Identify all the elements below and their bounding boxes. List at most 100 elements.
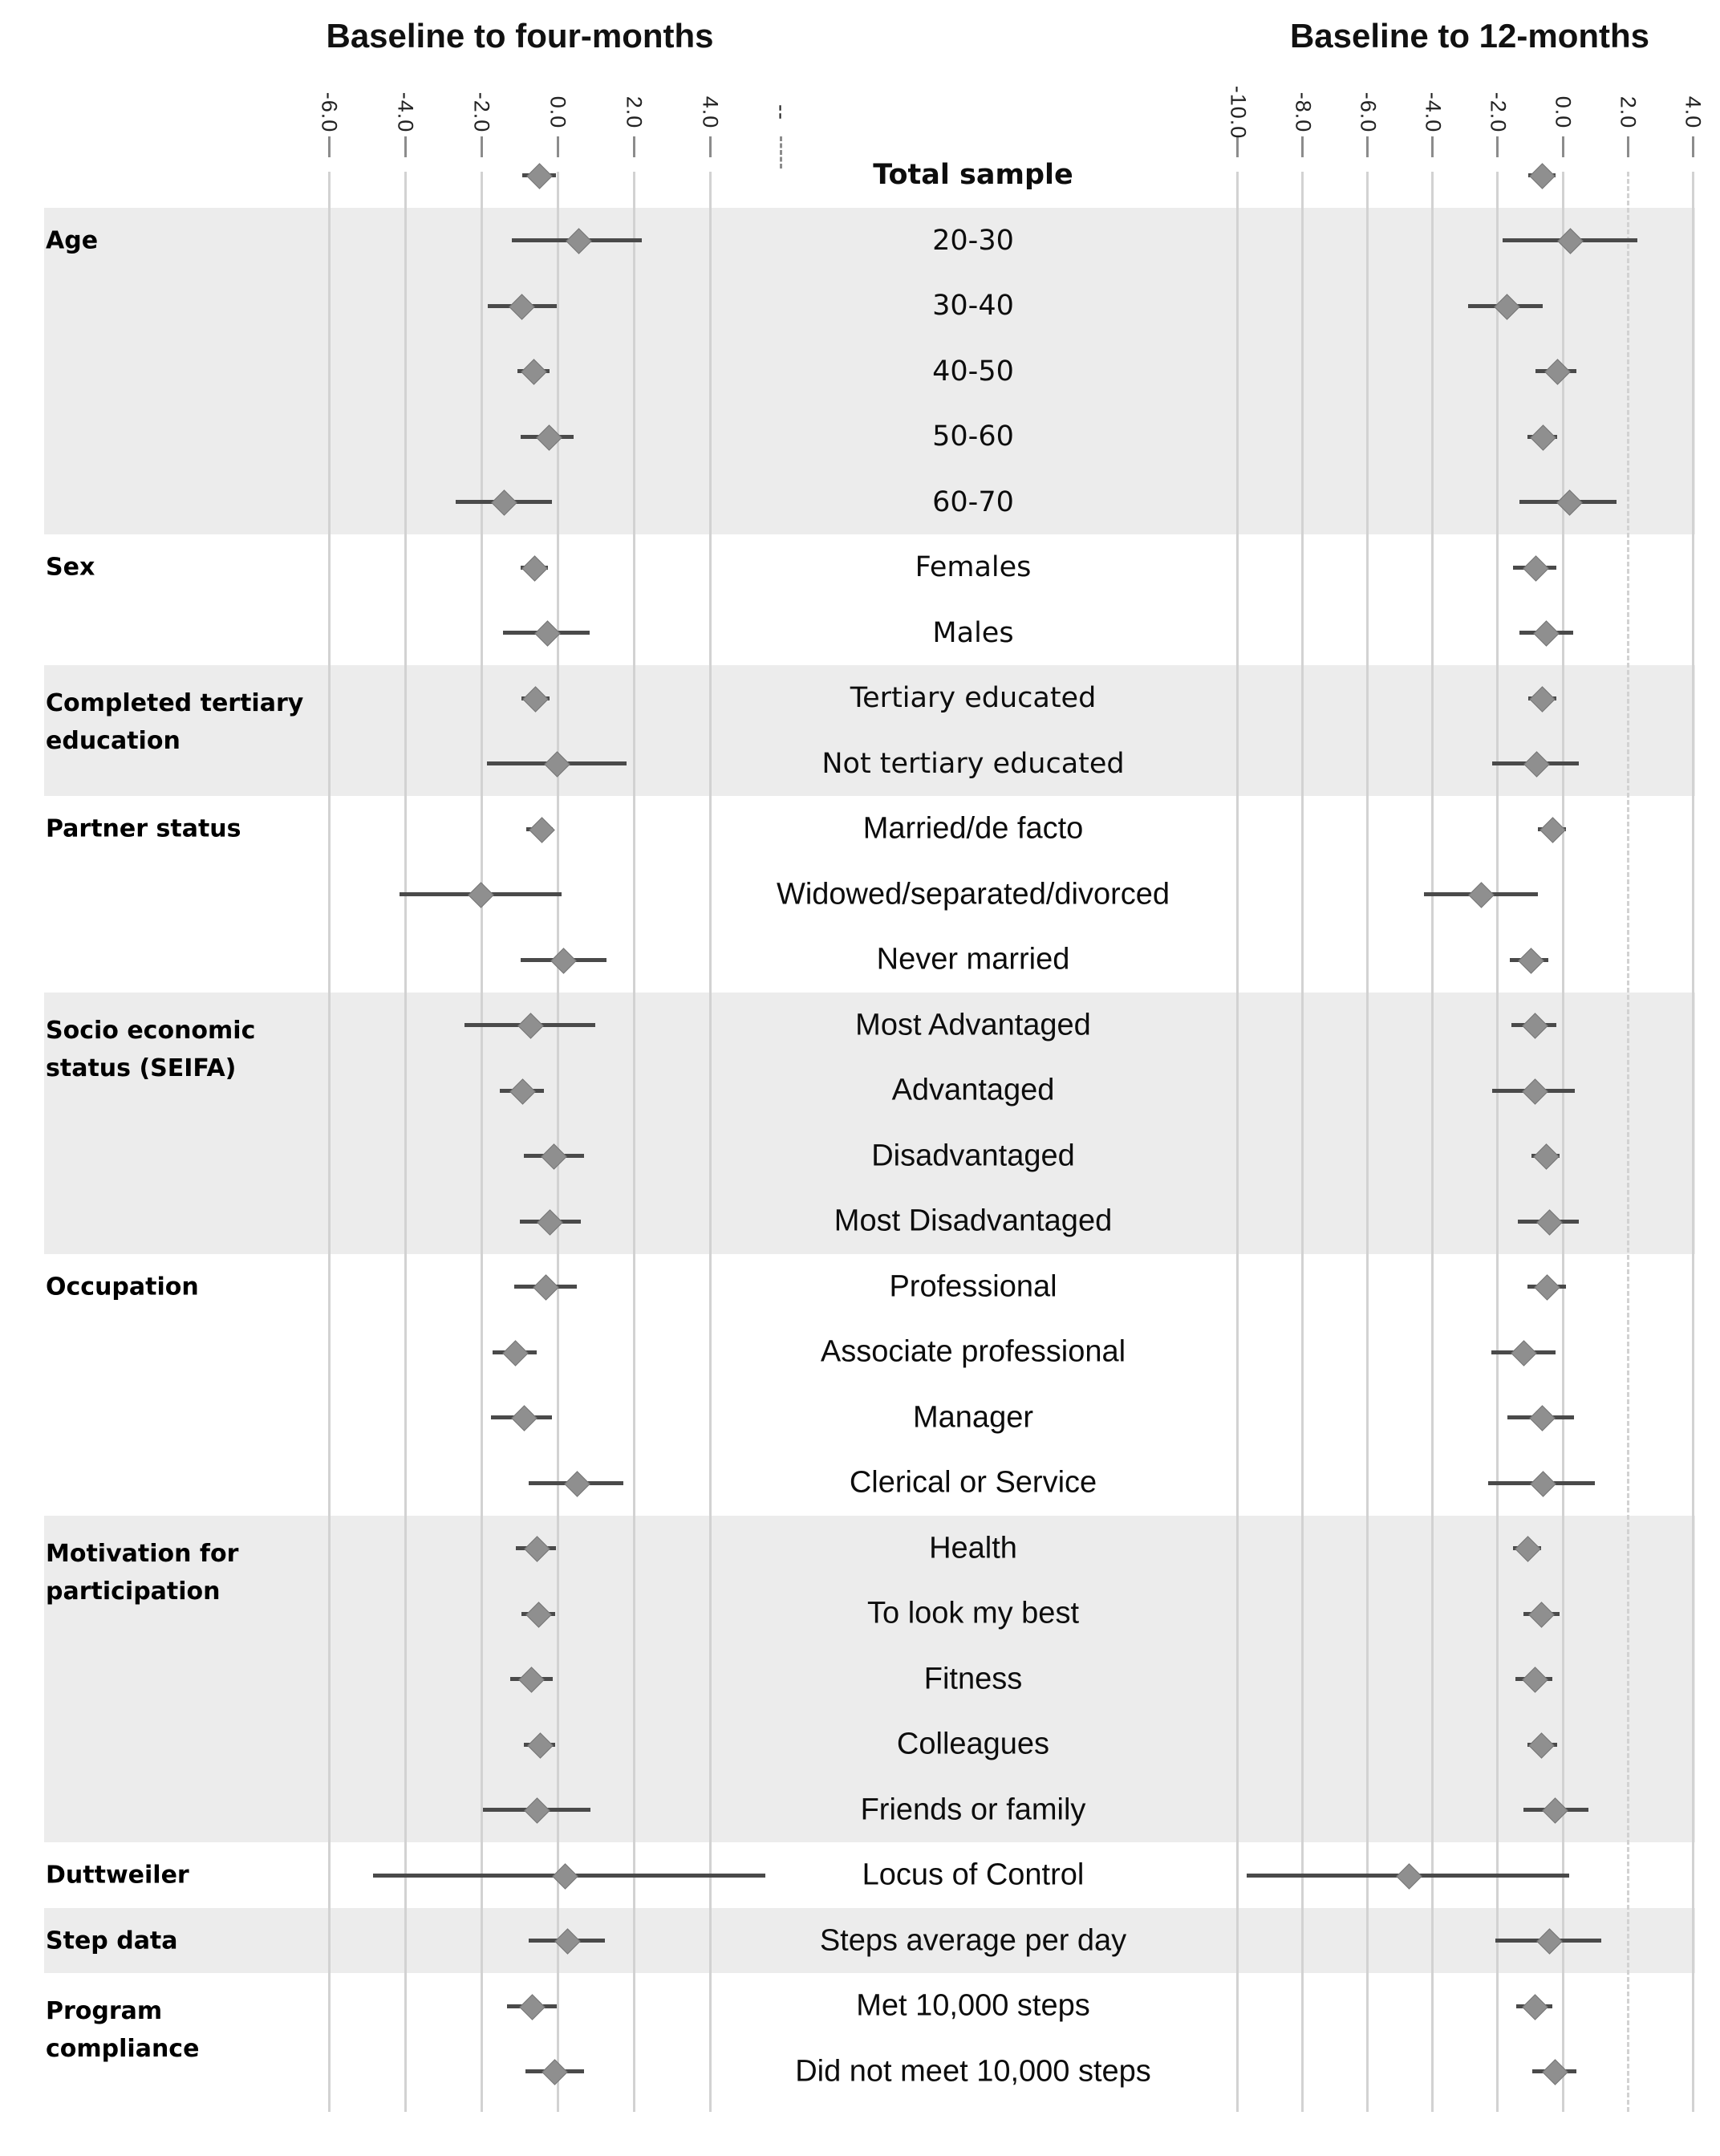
row-label: Disadvantaged: [871, 1139, 1075, 1172]
row-label: To look my best: [867, 1596, 1079, 1630]
row-label: 40-50: [932, 355, 1014, 388]
gridline: [1366, 172, 1369, 2112]
estimate-12-months: [1533, 620, 1560, 647]
category-label: Program compliance: [46, 1997, 200, 2063]
category-label: Age: [46, 226, 99, 254]
axis-tick-mark: [556, 136, 559, 157]
category-label: Occupation: [46, 1273, 199, 1301]
panel-title-12-months: Baseline to 12-months: [1289, 17, 1650, 55]
gridline: [1626, 172, 1629, 2112]
category-label: Partner status: [46, 814, 241, 843]
axis-tick-mark: [1496, 136, 1499, 157]
axis-tick-mark: [1561, 136, 1564, 157]
row-label: Not tertiary educated: [821, 747, 1125, 780]
row-label: Locus of Control: [862, 1858, 1085, 1892]
axis-tick-mark: [480, 136, 483, 157]
gridline: [1691, 172, 1694, 2112]
estimate-12-months: [1529, 162, 1556, 189]
row-label: Clerical or Service: [849, 1465, 1097, 1500]
row-label: 20-30: [932, 224, 1014, 257]
estimate-12-months: [1542, 2059, 1569, 2085]
row-label: 30-40: [932, 290, 1014, 322]
row-label: Met 10,000 steps: [856, 1988, 1090, 2023]
axis-tick-mark: [1626, 136, 1629, 157]
row-label: Males: [932, 616, 1014, 649]
row-label: Widowed/separated/divorced: [776, 877, 1170, 911]
row-label: Steps average per day: [819, 1923, 1127, 1957]
gridline: [708, 172, 712, 2112]
row-label: Advantaged: [891, 1073, 1055, 1107]
row-label: Did not meet 10,000 steps: [795, 2054, 1151, 2088]
estimate-four-months: [521, 554, 548, 582]
gridline: [480, 172, 483, 2112]
estimate-four-months: [528, 816, 555, 843]
axis-tick-label: -2.0: [469, 91, 494, 133]
axis-tick-label: -6.0: [1356, 91, 1381, 133]
row-label: Most Disadvantaged: [834, 1204, 1113, 1238]
axis-tick-label: -4.0: [393, 91, 418, 133]
panel-title-four-months: Baseline to four-months: [326, 17, 714, 55]
axis-tick-label: -8.0: [1291, 91, 1316, 133]
estimate-four-months: [542, 2059, 568, 2085]
row-label: Never married: [876, 942, 1070, 976]
axis-tick-mark: [1301, 136, 1304, 157]
row-label: Health: [929, 1531, 1017, 1565]
gridline: [1496, 172, 1499, 2112]
axis-tick-label: -10.0: [1226, 85, 1250, 140]
gridline: [1301, 172, 1304, 2112]
axis-tick-mark: [1366, 136, 1369, 157]
axis-tick-mark: [632, 136, 635, 157]
row-label: Fitness: [923, 1662, 1023, 1695]
axis-tick-mark: [1431, 136, 1434, 157]
axis-tick-label: -4.0: [1421, 91, 1446, 133]
axis-tick-label: 2.0: [622, 95, 647, 129]
category-label: Socio economic status (SEIFA): [46, 1016, 256, 1082]
section-band: [44, 992, 1695, 1254]
row-label: Tertiary educated: [850, 682, 1097, 714]
estimate-12-months: [1522, 554, 1549, 582]
estimate-12-months: [1522, 1993, 1548, 2020]
row-label: Professional: [889, 1269, 1057, 1303]
row-label: 50-60: [932, 420, 1014, 453]
estimate-four-months: [550, 947, 577, 974]
estimate-four-months: [533, 1274, 559, 1301]
axis-tick-label: -2.0: [1486, 91, 1511, 133]
row-label: 60-70: [932, 485, 1014, 518]
axis-tick-mark: [404, 136, 407, 157]
axis-tick-label: 4.0: [1681, 95, 1706, 129]
estimate-12-months: [1511, 1339, 1538, 1366]
axis-tick-label: 0.0: [546, 95, 570, 129]
axis-tick-mark: [1691, 136, 1694, 157]
estimate-four-months: [467, 882, 494, 908]
estimate-four-months: [518, 1993, 546, 2020]
axis-tick-label: 4.0: [698, 95, 723, 129]
row-label: Females: [915, 551, 1032, 583]
axis-tick-label: --: [769, 104, 794, 120]
section-band: [44, 665, 1695, 797]
gridline: [327, 172, 331, 2112]
estimate-12-months: [1529, 1470, 1556, 1497]
row-label: Manager: [913, 1400, 1033, 1434]
gridline: [1561, 172, 1564, 2112]
estimate-four-months: [564, 1470, 591, 1497]
row-label: Total sample: [873, 159, 1073, 191]
category-label: Step data: [46, 1927, 178, 1955]
estimate-12-months: [1468, 882, 1495, 908]
estimate-12-months: [1528, 1405, 1556, 1431]
estimate-12-months: [1518, 947, 1545, 974]
category-label: Duttweiler: [46, 1861, 189, 1890]
row-label: Most Advantaged: [855, 1008, 1091, 1041]
gridline: [632, 172, 635, 2112]
estimate-four-months: [525, 162, 553, 189]
row-label: Friends or family: [860, 1793, 1086, 1826]
estimate-12-months: [1396, 1862, 1423, 1890]
axis-tick-mark: [708, 136, 712, 157]
axis-break-tick: [780, 136, 783, 169]
row-label: Colleagues: [896, 1727, 1050, 1761]
axis-tick-mark: [327, 136, 331, 157]
gridline: [556, 172, 559, 2112]
axis-tick-label: 2.0: [1616, 95, 1641, 129]
estimate-four-months: [502, 1339, 529, 1366]
gridline: [404, 172, 407, 2112]
